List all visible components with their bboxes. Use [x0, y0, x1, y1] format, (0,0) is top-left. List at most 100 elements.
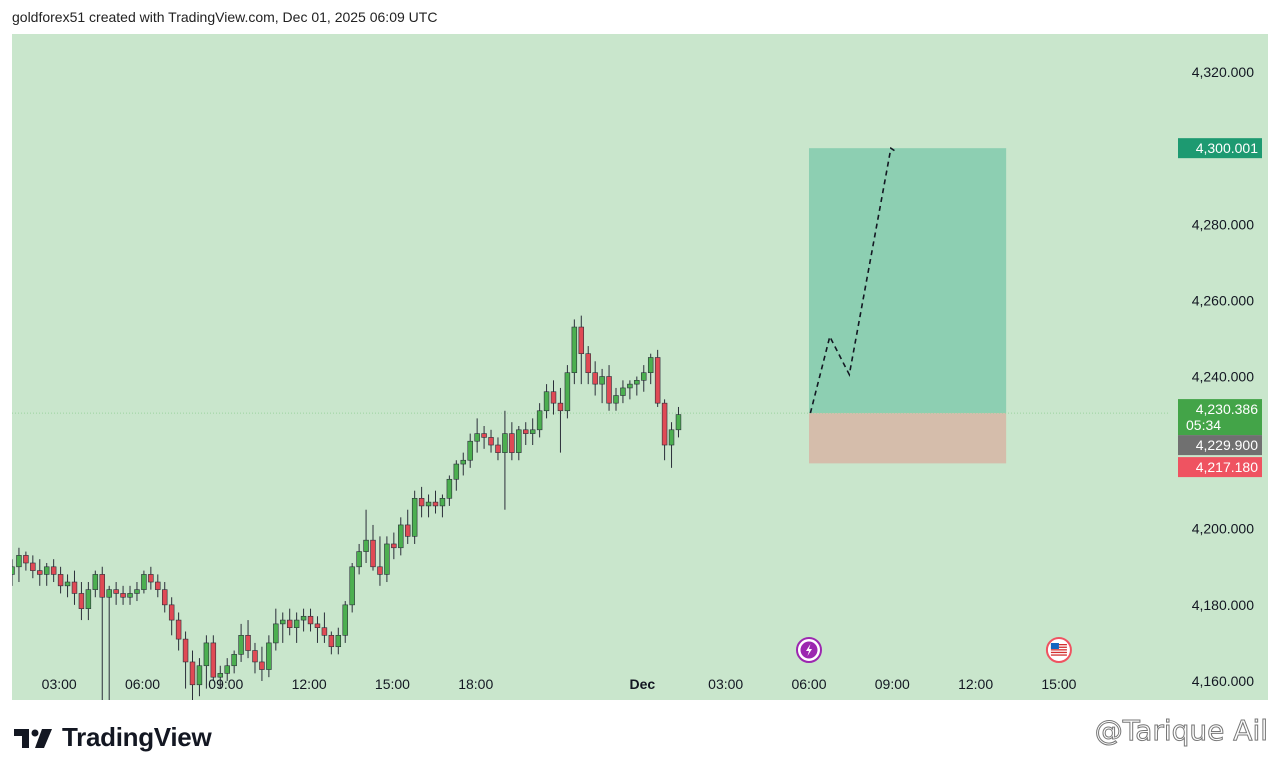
candle [266, 635, 272, 678]
bearish-candle-body [30, 562, 36, 571]
candle [175, 612, 182, 651]
bullish-candle-body [196, 665, 203, 686]
bearish-candle-body [391, 543, 397, 549]
stop-price-label: 4,217.180 [1178, 457, 1262, 478]
bullish-candle-body [349, 566, 355, 606]
candle [321, 612, 328, 643]
bullish-candle-body [460, 459, 466, 465]
bullish-candle-body [599, 376, 605, 385]
target-price-label-bg [1178, 138, 1262, 159]
bearish-candle-body [418, 497, 425, 507]
x-tick-label: 09:00 [875, 676, 910, 692]
stop-price-label-bg [1178, 457, 1262, 478]
tradingview-wordmark: TradingView [62, 722, 212, 752]
candle [335, 627, 342, 655]
bearish-candle-body [321, 627, 328, 636]
bullish-candle-body [266, 642, 272, 670]
bearish-candle-body [259, 661, 265, 670]
candle [592, 361, 598, 396]
bullish-candle-body [238, 635, 244, 655]
bearish-candle-body [175, 619, 182, 640]
candle [231, 650, 237, 674]
candle [557, 387, 564, 453]
candle [238, 623, 244, 662]
candle [328, 631, 335, 655]
tradingview-logo[interactable]: TradingView [14, 722, 212, 753]
candle [120, 585, 126, 605]
candle [467, 433, 473, 468]
candle [43, 562, 50, 586]
candle [293, 612, 300, 643]
bearish-candle-body [314, 623, 321, 628]
candle [286, 608, 293, 636]
candle [127, 585, 133, 605]
candle [529, 418, 536, 446]
lightning-bolt [805, 644, 812, 656]
candle [30, 555, 36, 579]
candle [502, 410, 508, 510]
x-tick-label: 03:00 [708, 676, 743, 692]
candle [134, 582, 140, 602]
bullish-candle-body [516, 429, 522, 453]
flag-stripe [1050, 654, 1067, 656]
candle [571, 319, 578, 385]
bullish-candle-body [363, 539, 369, 552]
chart-frame[interactable]: 4,160.000 4,180.000 4,200.000 4,240.000 4,26… [12, 34, 1268, 700]
candle [495, 437, 501, 461]
candle [113, 582, 119, 605]
candle [460, 452, 466, 476]
bullish-candle-body [134, 589, 140, 594]
candle [516, 425, 522, 461]
candle [370, 524, 376, 571]
bullish-candle-body [627, 383, 633, 389]
bullish-candle-body [502, 433, 508, 453]
bullish-candle-body [474, 433, 480, 442]
candle [599, 368, 605, 404]
candle [23, 551, 29, 571]
bullish-candle-body [273, 623, 279, 644]
candle [432, 490, 439, 514]
y-tick-label: 4,200.000 [1192, 521, 1254, 537]
bullish-candle-body [453, 463, 460, 480]
bearish-candle-body [99, 574, 105, 598]
candle [474, 418, 480, 453]
x-tick-label: 12:00 [292, 676, 327, 692]
stop-price-text: 4,217.180 [1196, 459, 1258, 475]
bearish-candle-body [37, 570, 43, 575]
candle [446, 475, 453, 506]
bearish-candle-body [592, 372, 598, 385]
bearish-candle-body [120, 593, 126, 598]
candle [92, 570, 99, 598]
bearish-candle-body [495, 444, 501, 453]
flag-stripe [1050, 649, 1067, 651]
candle [613, 387, 619, 411]
bearish-candle-body [370, 539, 376, 568]
candle [439, 494, 446, 518]
candle [57, 566, 64, 594]
profit-zone [808, 148, 1007, 414]
bearish-candle-body [286, 619, 293, 628]
bearish-candle-body [162, 589, 168, 606]
candle [411, 490, 418, 544]
bullish-candle-body [64, 581, 71, 587]
target-price-label-text: 4,300.001 [1196, 140, 1258, 156]
bearish-candle-body [557, 402, 564, 412]
candle [342, 601, 348, 643]
candle [585, 346, 591, 385]
tradingview-logo-icon [14, 728, 52, 748]
candle [384, 536, 390, 583]
candle [550, 380, 557, 415]
price-chart[interactable]: 4,160.000 4,180.000 4,200.000 4,240.000 4,26… [12, 34, 1268, 700]
bearish-candle-body [488, 437, 494, 446]
candle [50, 559, 57, 583]
bullish-candle-body [620, 387, 626, 396]
candle [377, 536, 383, 586]
bearish-candle-body [57, 574, 64, 587]
bearish-candle-body [23, 555, 29, 564]
candle [641, 365, 647, 392]
candle [280, 612, 286, 643]
candle [356, 543, 362, 575]
candle [620, 380, 626, 404]
candle [203, 635, 210, 689]
